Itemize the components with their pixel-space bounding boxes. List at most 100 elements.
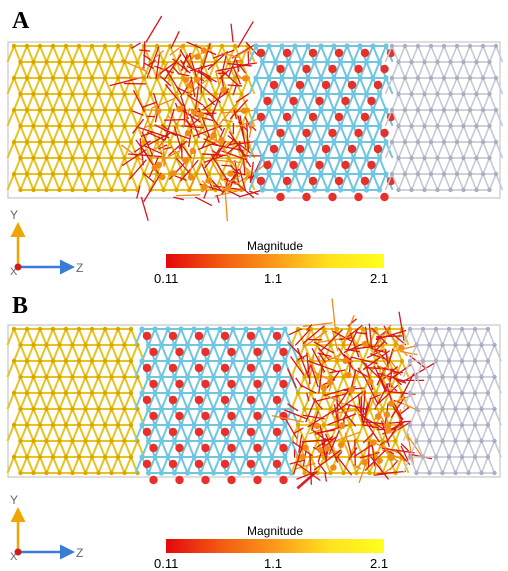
atom <box>453 343 457 347</box>
atom <box>213 92 217 96</box>
oxygen-atom <box>169 428 177 436</box>
atom <box>109 156 113 160</box>
bond <box>105 377 112 393</box>
bond <box>99 457 106 473</box>
atom <box>455 108 459 112</box>
atom <box>77 327 81 331</box>
atom <box>198 470 203 475</box>
bond <box>430 377 437 393</box>
atom <box>253 107 258 112</box>
bond <box>457 46 464 62</box>
atom <box>64 359 68 363</box>
atom <box>442 108 446 112</box>
bond <box>53 94 60 110</box>
vector-arrow <box>240 141 241 152</box>
atom <box>103 359 107 363</box>
bond <box>53 377 60 393</box>
atom <box>83 407 87 411</box>
atom <box>25 391 29 395</box>
atom <box>286 91 291 96</box>
atom <box>414 439 418 443</box>
atom <box>481 108 485 112</box>
atom <box>318 139 323 144</box>
structure-view <box>0 0 508 235</box>
atom <box>70 92 74 96</box>
atom <box>377 59 382 64</box>
bond <box>449 345 456 361</box>
bond <box>73 345 80 361</box>
bond <box>457 110 464 126</box>
atom <box>390 108 394 112</box>
oxygen-atom <box>195 460 203 468</box>
bond <box>436 409 443 425</box>
bond <box>21 142 28 158</box>
atom <box>152 422 157 427</box>
bond <box>92 377 99 393</box>
bond <box>92 174 99 190</box>
atom <box>286 187 291 192</box>
bond <box>462 425 469 441</box>
atom <box>370 107 375 112</box>
atom <box>403 76 407 80</box>
atom <box>139 326 144 331</box>
bond <box>469 409 476 425</box>
bond <box>490 62 497 78</box>
bond <box>86 78 93 94</box>
bond <box>40 110 47 126</box>
atom <box>64 108 68 112</box>
bond <box>73 46 80 62</box>
atom <box>25 455 29 459</box>
atom <box>198 406 203 411</box>
atom <box>12 423 16 427</box>
bond <box>405 158 412 174</box>
atom <box>466 439 470 443</box>
bond <box>399 110 406 126</box>
bond <box>86 158 93 174</box>
bond <box>99 142 106 158</box>
atom <box>447 423 451 427</box>
bond <box>443 361 450 377</box>
bond <box>47 377 54 393</box>
bond <box>112 441 119 457</box>
bond <box>112 174 119 190</box>
atom <box>455 44 459 48</box>
atom <box>77 172 81 176</box>
atom <box>96 471 100 475</box>
atom <box>466 407 470 411</box>
bond <box>40 94 47 110</box>
bond <box>392 126 399 142</box>
bond <box>47 78 54 94</box>
atom <box>44 156 48 160</box>
bond <box>496 174 503 190</box>
atom <box>83 471 87 475</box>
bond <box>477 46 484 62</box>
bond <box>112 457 119 473</box>
bond <box>34 377 41 393</box>
atom <box>191 390 196 395</box>
atom <box>305 171 310 176</box>
oxygen-atom <box>227 412 235 420</box>
atom <box>341 375 345 379</box>
bond <box>27 425 34 441</box>
bond <box>425 78 432 94</box>
oxygen-atom <box>279 476 287 484</box>
atom <box>318 171 323 176</box>
atom <box>18 60 22 64</box>
oxygen-atom <box>253 380 261 388</box>
bond <box>436 329 443 345</box>
bond <box>40 441 47 457</box>
atom <box>429 172 433 176</box>
bond <box>125 409 132 425</box>
atom <box>211 342 216 347</box>
vector-arrow <box>164 120 187 121</box>
atom <box>338 91 343 96</box>
bond <box>105 158 112 174</box>
atom <box>70 156 74 160</box>
bond <box>73 441 80 457</box>
atom <box>190 148 196 154</box>
atom <box>186 82 192 88</box>
atom <box>237 438 242 443</box>
bond <box>436 345 443 361</box>
oxygen-atom <box>367 161 375 169</box>
atom <box>325 155 330 160</box>
